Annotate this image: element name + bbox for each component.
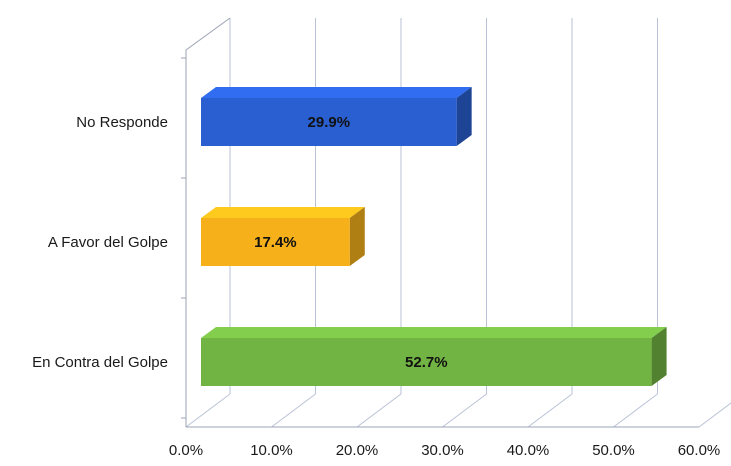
x-tick-label: 60.0%	[678, 442, 721, 459]
x-tick-label: 30.0%	[421, 442, 464, 459]
x-tick-label: 10.0%	[250, 442, 293, 459]
floor-gridline	[271, 393, 316, 428]
bar: 17.4%	[201, 207, 365, 266]
floor-gridline	[613, 393, 658, 428]
bar: 29.9%	[201, 87, 472, 146]
data-label: 52.7%	[405, 354, 448, 371]
bar-side-face	[456, 87, 472, 146]
bar-side-face	[651, 327, 667, 386]
category-label: No Responde	[76, 114, 168, 131]
bar-front-face	[201, 98, 457, 146]
floor-gridline	[442, 393, 487, 428]
category-labels: No Responde A Favor del Golpe En Contra de…	[32, 114, 168, 371]
floor-gridline	[698, 402, 731, 428]
bar: 52.7%	[201, 327, 667, 386]
x-tick-label: 40.0%	[507, 442, 550, 459]
bar-front-face	[201, 218, 350, 266]
category-label: A Favor del Golpe	[48, 234, 168, 251]
data-label: 17.4%	[254, 234, 297, 251]
bar-top-face	[201, 87, 472, 98]
floor-gridline	[356, 393, 402, 428]
side-wall-top-edge	[185, 17, 231, 51]
x-tick-label: 20.0%	[336, 442, 379, 459]
x-tick-labels: 0.0% 10.0% 20.0% 30.0% 40.0% 50.0% 60.0%	[169, 442, 720, 459]
category-label: En Contra del Golpe	[32, 354, 168, 371]
bar-front-face	[201, 338, 652, 386]
chart-axes	[181, 17, 699, 428]
x-tick-label: 50.0%	[592, 442, 635, 459]
floor-gridline	[185, 393, 231, 428]
bar-top-face	[201, 327, 667, 338]
chart-bars: 29.9% 17.4% 52.7%	[201, 87, 667, 386]
bar-side-face	[349, 207, 365, 266]
x-tick-label: 0.0%	[169, 442, 203, 459]
data-label: 29.9%	[308, 114, 351, 131]
bar-top-face	[201, 207, 365, 218]
floor-gridline	[527, 393, 573, 428]
